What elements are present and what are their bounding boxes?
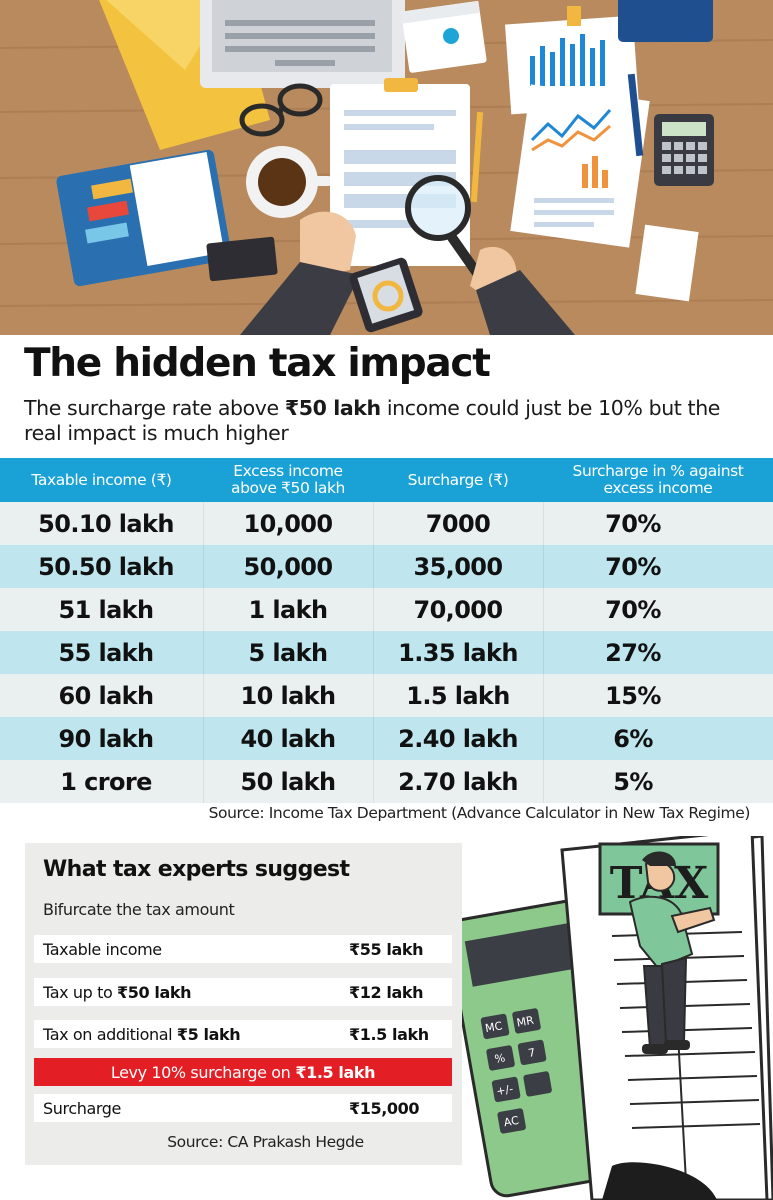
levy-text: Levy 10% surcharge on	[110, 1062, 291, 1082]
cell-excess-income: 10 lakh	[240, 681, 336, 710]
cell-surcharge: 2.70 lakh	[398, 767, 518, 796]
cell-taxable-income: 51 lakh	[58, 595, 154, 624]
cell-surcharge-percent: 15%	[605, 681, 661, 710]
calendar-icon	[401, 0, 487, 73]
laptop-icon	[200, 0, 405, 88]
cell-excess-income: 40 lakh	[240, 724, 336, 753]
cell-surcharge-percent: 70%	[605, 552, 661, 581]
calculator-icon	[654, 114, 714, 186]
row-value: ₹15,000	[349, 1099, 420, 1118]
cell-surcharge-percent: 6%	[613, 724, 653, 753]
cell-surcharge-percent: 27%	[605, 638, 661, 667]
column-divider	[203, 502, 204, 803]
header-line: Excess income	[233, 462, 343, 480]
cell-taxable-income: 55 lakh	[58, 638, 154, 667]
row-value: ₹55 lakh	[349, 940, 424, 959]
calc-key-label: AC	[503, 1114, 520, 1129]
calc-key-label: %	[494, 1051, 507, 1066]
experts-source-note: Source: CA Prakash Hegde	[167, 1133, 364, 1151]
subtitle-emphasis: ₹50 lakh	[284, 396, 381, 420]
coffee-cup-icon	[246, 146, 332, 218]
column-header-surcharge: Surcharge (₹)	[373, 458, 543, 502]
row-value: ₹1.5 lakh	[349, 1025, 429, 1044]
levy-emphasis: ₹1.5 lakh	[295, 1062, 376, 1082]
experts-suggestion-box: What tax experts suggest Bifurcate the t…	[25, 843, 462, 1165]
glasses-icon	[239, 83, 323, 137]
row-label-text: Taxable income	[43, 940, 162, 959]
cell-surcharge: 70,000	[413, 595, 503, 624]
calc-key-label: MC	[484, 1019, 503, 1035]
column-header-taxable-income: Taxable income (₹)	[0, 458, 203, 502]
cell-excess-income: 50 lakh	[240, 767, 336, 796]
header-line: Taxable income (₹)	[31, 470, 172, 489]
cell-surcharge: 35,000	[413, 552, 503, 581]
cell-taxable-income: 90 lakh	[58, 724, 154, 753]
table-row: 50.50 lakh 50,000 35,000 70%	[0, 545, 773, 588]
line-chart-document-icon	[510, 84, 650, 248]
page-title: The hidden tax impact	[24, 341, 491, 386]
cell-excess-income: 1 lakh	[248, 595, 329, 624]
header-line: Surcharge in % against	[572, 462, 744, 480]
cell-surcharge-percent: 5%	[613, 767, 653, 796]
experts-row-surcharge: Surcharge ₹15,000	[34, 1094, 452, 1122]
column-divider	[543, 502, 544, 803]
table-row: 90 lakh 40 lakh 2.40 lakh 6%	[0, 717, 773, 760]
row-label: Taxable income	[43, 940, 162, 959]
row-label-emphasis: ₹50 lakh	[117, 983, 192, 1002]
row-label: Tax up to ₹50 lakh	[43, 983, 192, 1002]
table-header: Taxable income (₹) Excess income above ₹5…	[0, 458, 773, 502]
levy-highlight-bar: Levy 10% surcharge on ₹1.5 lakh	[34, 1058, 452, 1086]
cell-taxable-income: 60 lakh	[58, 681, 154, 710]
cell-excess-income: 5 lakh	[248, 638, 329, 667]
row-value: ₹12 lakh	[349, 983, 424, 1002]
cell-surcharge-percent: 70%	[605, 595, 661, 624]
calc-key-label: 7	[527, 1046, 536, 1060]
experts-row-tax-up-to: Tax up to ₹50 lakh ₹12 lakh	[34, 978, 452, 1006]
calc-key-label: +/-	[495, 1082, 514, 1098]
table-row: 50.10 lakh 10,000 7000 70%	[0, 502, 773, 545]
row-label: Surcharge	[43, 1099, 121, 1118]
experts-subtitle: Bifurcate the tax amount	[43, 900, 235, 919]
column-header-surcharge-percent: Surcharge in % against excess income	[543, 458, 773, 502]
magnifier-icon	[405, 175, 483, 279]
hero-illustration	[0, 0, 773, 335]
cell-taxable-income: 50.50 lakh	[38, 552, 174, 581]
subtitle: The surcharge rate above ₹50 lakh income…	[24, 396, 759, 446]
column-divider	[373, 502, 374, 803]
table-row: 1 crore 50 lakh 2.70 lakh 5%	[0, 760, 773, 803]
person-icon	[628, 851, 716, 1054]
cell-excess-income: 50,000	[243, 552, 333, 581]
cell-surcharge: 7000	[425, 509, 491, 538]
tax-illustration: MC MR % 7 +/- AC TAX	[462, 836, 773, 1200]
cell-taxable-income: 1 crore	[60, 767, 152, 796]
cell-surcharge-percent: 70%	[605, 509, 661, 538]
row-label-emphasis: ₹5 lakh	[176, 1025, 241, 1044]
header-line: Surcharge (₹)	[407, 470, 509, 489]
subtitle-text-end: income could just be 10% but the real im…	[24, 396, 720, 445]
column-header-excess-income: Excess income above ₹50 lakh	[203, 458, 373, 502]
cell-taxable-income: 50.10 lakh	[38, 509, 174, 538]
cell-surcharge: 1.5 lakh	[406, 681, 510, 710]
experts-title: What tax experts suggest	[43, 857, 350, 882]
table-source-note: Source: Income Tax Department (Advance C…	[208, 804, 751, 822]
experts-row-taxable-income: Taxable income ₹55 lakh	[34, 935, 452, 963]
header-line: excess income	[603, 479, 713, 497]
cell-excess-income: 10,000	[243, 509, 333, 538]
planner-icon	[56, 149, 232, 287]
header-line: above ₹50 lakh	[231, 479, 345, 497]
cell-surcharge: 2.40 lakh	[398, 724, 518, 753]
row-label-text: Tax up to	[43, 983, 118, 1002]
row-label: Tax on additional ₹5 lakh	[43, 1025, 241, 1044]
subtitle-text: The surcharge rate above	[24, 396, 285, 420]
surcharge-table: Taxable income (₹) Excess income above ₹5…	[0, 458, 773, 803]
table-row: 60 lakh 10 lakh 1.5 lakh 15%	[0, 674, 773, 717]
experts-row-tax-additional: Tax on additional ₹5 lakh ₹1.5 lakh	[34, 1020, 452, 1048]
table-row: 55 lakh 5 lakh 1.35 lakh 27%	[0, 631, 773, 674]
cell-surcharge: 1.35 lakh	[398, 638, 518, 667]
smartphone-icon	[349, 257, 423, 333]
row-label-text: Tax on additional	[43, 1025, 177, 1044]
table-row: 51 lakh 1 lakh 70,000 70%	[0, 588, 773, 631]
calc-key-label: MR	[516, 1014, 535, 1030]
